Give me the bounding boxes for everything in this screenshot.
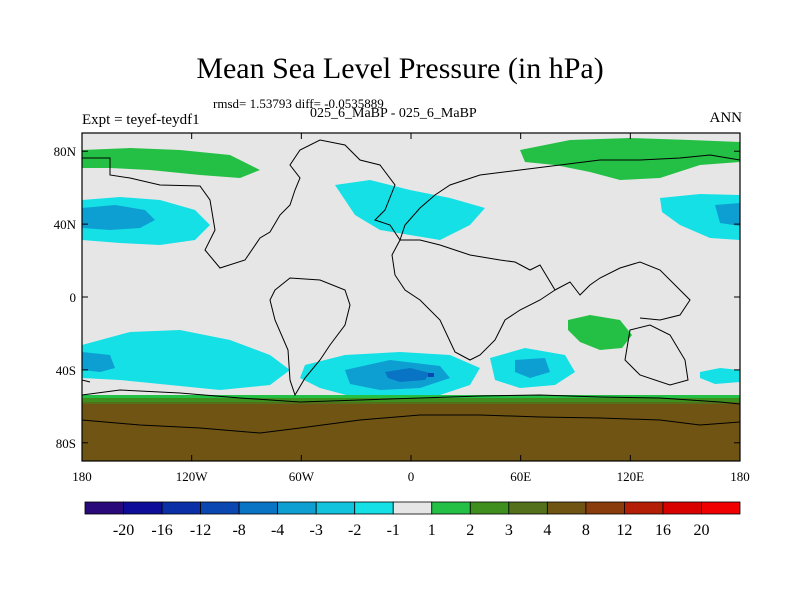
colorbar-swatch [123,501,163,515]
chart-title: Mean Sea Level Pressure (in hPa) [196,52,604,85]
colorbar-label: -4 [271,522,284,539]
x-tick-label: 180 [730,469,750,484]
y-tick-label: 0 [70,290,77,305]
colorbar-label: -2 [348,522,361,539]
x-tick-label: 0 [408,469,415,484]
colorbar-label: -16 [151,522,172,539]
colorbar-swatch [238,501,279,515]
x-tick-label: 60W [289,469,315,484]
axes: 180 120W 60W 0 60E 120E 180 80N 40N 0 40S 80S [54,133,750,484]
colorbar-swatch [701,501,741,515]
arctic-positive-region-east [520,138,740,180]
colorbar-swatch [277,501,317,515]
colorbar-label: -1 [387,522,400,539]
south-indian-core [515,358,550,378]
south-pacific-low-east [700,368,740,384]
colorbar: -20 -16 -12 -8 -4 -3 -2 -1 1 2 3 4 8 12 16 20 [84,501,741,539]
north-pacific-core-east [715,203,740,226]
colorbar-swatch [431,501,471,515]
colorbar-swatch [161,501,201,515]
colorbar-label: 20 [693,522,709,539]
colorbar-label: 2 [466,522,474,539]
colorbar-label: 4 [543,522,551,539]
antarctic-band-8 [82,404,740,461]
y-tick-label: 40S [56,363,76,378]
colorbar-swatch [392,501,433,515]
colorbar-swatch [84,501,124,515]
arctic-positive-region [82,148,260,178]
colorbar-label: -20 [113,522,134,539]
y-tick-label: 80N [54,144,77,159]
colorbar-swatch [200,501,240,515]
season-label: ANN [709,110,743,126]
colorbar-label: -8 [232,522,245,539]
map-field [82,133,740,461]
colorbar-swatch [508,501,548,515]
colorbar-label: 1 [428,522,436,539]
south-pacific-low-region [82,330,290,390]
north-pacific-core [82,205,155,230]
colorbar-label: -3 [310,522,323,539]
australia-high-region [568,315,632,350]
x-tick-label: 60E [510,469,531,484]
y-tick-label: 80S [56,436,76,451]
colorbar-label: 8 [582,522,590,539]
x-tick-label: 120W [176,469,209,484]
colorbar-swatch [585,501,625,515]
colorbar-label: 12 [616,522,632,539]
colorbar-swatch [546,501,587,515]
x-tick-label: 180 [72,469,92,484]
colorbar-label: -12 [190,522,211,539]
colorbar-swatch [469,501,510,515]
colorbar-swatch [662,501,702,515]
chart-subtitle: 025_6_MaBP - 025_6_MaBP [310,106,477,121]
x-tick-label: 120E [617,469,645,484]
coastlines [82,139,740,434]
colorbar-swatch [624,501,664,515]
experiment-label: Expt = teyef-teydf1 [82,112,200,128]
colorbar-label: 3 [505,522,513,539]
stats-text: rmsd= 1.53793 diff= -0.0535889 [213,96,384,111]
south-pacific-core [82,352,115,372]
colorbar-label: 16 [655,522,671,539]
south-atlantic-min [428,373,434,377]
y-tick-label: 40N [54,217,77,232]
colorbar-swatch [315,501,356,515]
colorbar-swatch [354,501,394,515]
north-atlantic-low-region [335,180,485,240]
south-atlantic-core [385,368,430,382]
